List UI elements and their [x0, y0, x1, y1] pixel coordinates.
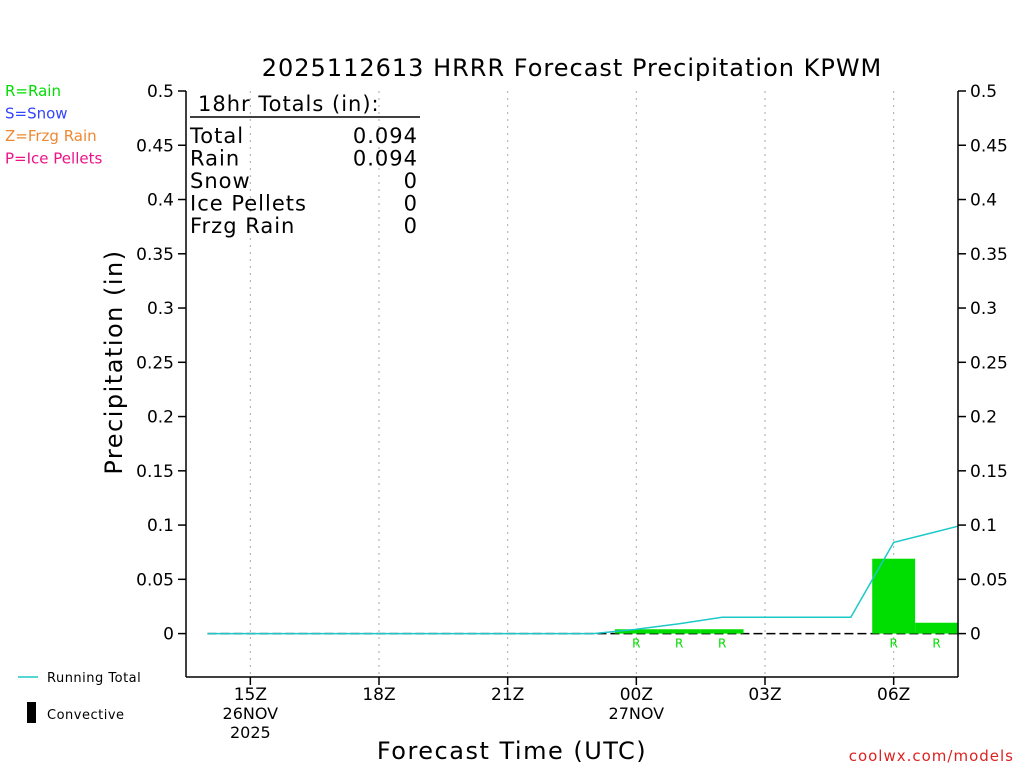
precip-bar — [614, 629, 658, 634]
precip-bar — [700, 629, 744, 634]
y-tick-label-left: 0.35 — [136, 245, 174, 265]
x-date-label: 27NOV — [609, 704, 665, 723]
y-tick-label-right: 0.05 — [970, 570, 1008, 590]
chart-title: 2025112613 HRRR Forecast Precipitation K… — [262, 54, 883, 82]
y-tick-label-right: 0.35 — [970, 245, 1008, 265]
y-tick-label-right: 0.25 — [970, 353, 1008, 373]
totals-row-value: 0 — [404, 214, 418, 238]
totals-row-value: 0.094 — [353, 124, 418, 148]
x-tick-label: 03Z — [748, 685, 781, 705]
x-year-label: 2025 — [230, 723, 271, 742]
totals-row-label: Frzg Rain — [190, 214, 295, 238]
y-tick-label-right: 0.1 — [970, 516, 997, 536]
x-tick-label: 21Z — [491, 685, 524, 705]
y-tick-label-left: 0.2 — [147, 408, 174, 428]
y-tick-label-right: 0.3 — [970, 299, 997, 319]
bottom-key: Running Total Convective — [18, 671, 141, 723]
y-tick-label-right: 0.45 — [970, 136, 1008, 156]
x-date-label: 26NOV — [223, 704, 279, 723]
y-tick-label-right: 0.15 — [970, 462, 1008, 482]
y-tick-label-left: 0.15 — [136, 462, 174, 482]
x-axis-title: Forecast Time (UTC) — [377, 737, 647, 765]
y-tick-label-left: 0.1 — [147, 516, 174, 536]
y-tick-label-right: 0.4 — [970, 191, 997, 211]
running-total-line — [207, 525, 959, 635]
convective-key-swatch — [27, 702, 36, 723]
ptype-mark: R — [632, 637, 640, 651]
ptype-legend-item: P=Ice Pellets — [5, 150, 102, 168]
precip-bar — [872, 558, 916, 634]
running-total-line-group — [207, 525, 959, 635]
ptype-mark: R — [718, 637, 726, 651]
y-tick-label-left: 0.5 — [147, 82, 174, 102]
totals-row-value: 0 — [404, 169, 418, 193]
totals-box: 18hr Totals (in): Total 0.094 Rain 0.094 Sno… — [189, 92, 420, 238]
ptype-mark: R — [932, 637, 940, 651]
ptype-legend-item: R=Rain — [5, 82, 61, 100]
y-tick-label-right: 0.5 — [970, 82, 997, 102]
precip-bar — [915, 622, 958, 634]
y-tick-label-left: 0 — [163, 625, 174, 645]
totals-row-value: 0.094 — [353, 147, 418, 171]
y-tick-label-right: 0.2 — [970, 408, 997, 428]
totals-row-label: Rain — [190, 147, 240, 171]
totals-rows: Total 0.094 Rain 0.094 Snow 0 Ice Pellets 0 Frzg… — [189, 124, 418, 238]
x-tick-label: 06Z — [877, 685, 910, 705]
ptype-mark: R — [675, 637, 683, 651]
x-tick-label: 00Z — [620, 685, 653, 705]
x-tick-label: 18Z — [362, 685, 395, 705]
y-tick-label-left: 0.05 — [136, 570, 174, 590]
y-tick-label-left: 0.45 — [136, 136, 174, 156]
y-tick-label-left: 0.3 — [147, 299, 174, 319]
ptype-legend-item: S=Snow — [5, 105, 68, 123]
precip-bar — [657, 629, 701, 634]
x-tick-label: 15Z — [234, 685, 267, 705]
credit-text: coolwx.com/models — [849, 747, 1014, 765]
ptype-legend-item: Z=Frzg Rain — [5, 127, 97, 145]
y-tick-label-left: 0.4 — [147, 191, 174, 211]
totals-row-label: Ice Pellets — [190, 192, 307, 216]
y-tick-label-left: 0.25 — [136, 353, 174, 373]
ptype-mark: R — [889, 637, 897, 651]
y-tick-label-right: 0 — [970, 625, 981, 645]
totals-row-value: 0 — [404, 192, 418, 216]
totals-row-label: Snow — [190, 169, 251, 193]
convective-key-label: Convective — [47, 708, 125, 723]
ptype-legend: R=Rain S=Snow Z=Frzg Rain P=Ice Pellets — [5, 82, 102, 168]
y-axis-title: Precipitation (in) — [100, 249, 128, 474]
totals-row-label: Total — [189, 124, 244, 148]
y-axis-ticks: 0 00.05 0.050.1 0.10.15 0.150.2 0.20.25 0.250.… — [136, 82, 1008, 645]
running-total-key-label: Running Total — [47, 671, 141, 686]
totals-heading: 18hr Totals (in): — [198, 92, 380, 116]
